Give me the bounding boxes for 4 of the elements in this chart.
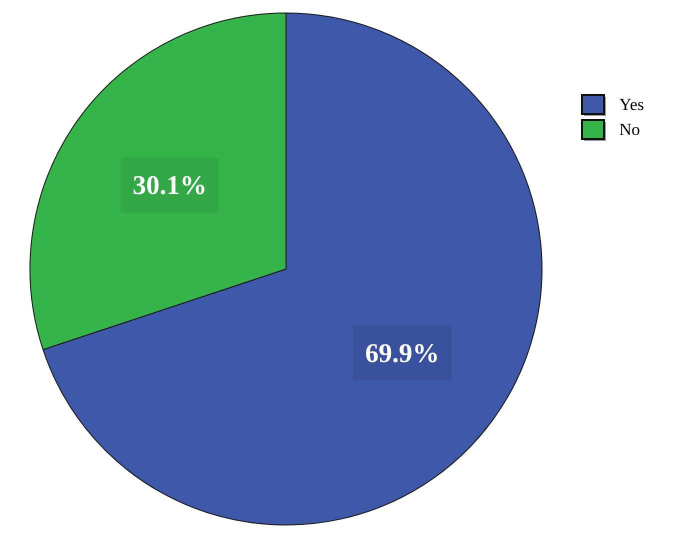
data-label: 69.9% <box>365 338 440 368</box>
legend-label: No <box>619 120 640 140</box>
data-label: 30.1% <box>132 170 207 200</box>
legend-label: Yes <box>619 94 644 114</box>
